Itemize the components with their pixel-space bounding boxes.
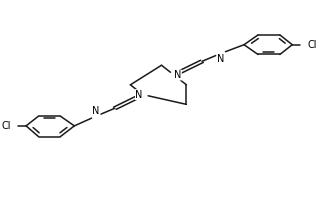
Text: N: N xyxy=(135,90,143,100)
Text: Cl: Cl xyxy=(1,121,11,131)
Text: N: N xyxy=(217,54,224,63)
Text: N: N xyxy=(92,106,100,116)
Text: Cl: Cl xyxy=(308,40,317,50)
Text: N: N xyxy=(174,70,181,80)
